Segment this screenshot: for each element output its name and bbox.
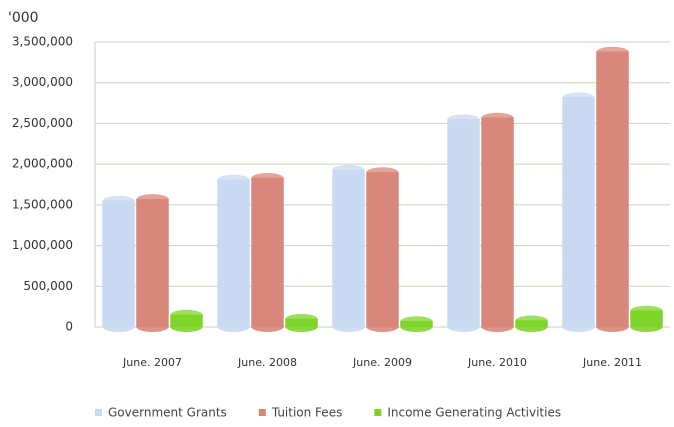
bar-base [630,322,663,332]
x-tick-label: June. 2008 [237,356,297,369]
legend-label: Tuition Fees [271,406,343,420]
bar-top [400,316,433,327]
bar-top [285,313,318,324]
x-tick-label: June. 2011 [582,356,642,369]
bar-body [447,119,480,328]
bar-body [136,198,169,328]
bar-base [447,322,480,332]
bar-top [102,195,135,206]
bar-base [481,322,514,332]
bar-body [102,200,135,328]
legend-swatch [95,409,102,416]
bar-base [596,322,629,332]
bar-body [366,172,399,328]
x-tick-label: June. 2010 [467,356,527,369]
bar-base [170,322,203,332]
bar-base [102,322,135,332]
bar-top [515,315,548,326]
bar-top [447,114,480,125]
y-tick-label: 2,000,000 [12,157,73,171]
bar [102,195,135,332]
legend-swatch [258,409,266,416]
bar [562,92,595,332]
bar [515,315,548,332]
legend-label: Government Grants [108,406,227,420]
y-tick-label: 1,000,000 [12,238,73,252]
bar-body [562,97,595,328]
bar [596,46,629,332]
bar-top [136,194,169,205]
y-tick-label: 2,500,000 [12,116,73,130]
bar [630,305,663,332]
bar-body [251,177,284,328]
bar-base [217,322,250,332]
bar-base [136,322,169,332]
bar-base [332,322,365,332]
bar-base [366,322,399,332]
bar-top [217,174,250,185]
bar [400,316,433,332]
bar-body [217,179,250,328]
bar-base [251,322,284,332]
y-tick-label: 3,500,000 [12,35,73,49]
bar [332,164,365,332]
bar-top [170,309,203,320]
bar-body [481,117,514,328]
bar [366,167,399,332]
y-tick-label: 0 [65,320,73,334]
bar-top [596,46,629,57]
bar [251,172,284,332]
legend-label: Income Generating Activities [387,406,561,420]
bar-body [596,51,629,328]
bar [217,174,250,332]
bar-top [630,305,663,316]
y-tick-label: 3,000,000 [12,75,73,89]
bar [285,313,318,332]
y-axis-label: '000 [8,10,39,26]
bar-base [285,322,318,332]
bar [170,309,203,332]
bar-top [366,167,399,178]
bar-top [481,112,514,123]
bar [481,112,514,332]
x-tick-label: June. 2009 [352,356,412,369]
bar [447,114,480,332]
x-tick-label: June. 2007 [122,356,182,369]
bar-body [332,169,365,328]
bar-top [251,172,284,183]
legend-swatch [374,409,382,416]
bar-top [562,92,595,103]
bar [136,194,169,332]
bar-top [332,164,365,175]
y-tick-label: 1,500,000 [12,197,73,211]
bar-base [562,322,595,332]
y-tick-label: 500,000 [23,279,73,293]
